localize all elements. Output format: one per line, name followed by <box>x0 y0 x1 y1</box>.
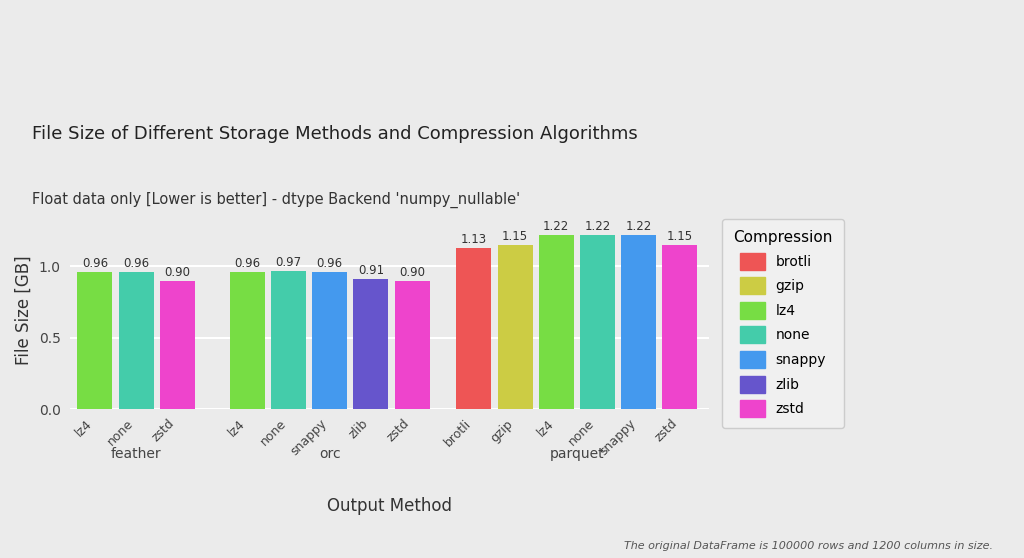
Text: orc: orc <box>318 447 341 461</box>
Text: 0.96: 0.96 <box>316 257 343 270</box>
Text: 0.91: 0.91 <box>357 264 384 277</box>
Bar <box>457 248 492 410</box>
Text: feather: feather <box>111 447 162 461</box>
Text: parquet: parquet <box>550 447 604 461</box>
Text: 1.15: 1.15 <box>667 230 693 243</box>
Text: 0.97: 0.97 <box>275 256 302 269</box>
Bar <box>312 272 347 410</box>
Bar <box>160 281 195 410</box>
Text: Float data only [Lower is better] - dtype Backend 'numpy_nullable': Float data only [Lower is better] - dtyp… <box>32 192 520 208</box>
X-axis label: Output Method: Output Method <box>327 497 452 515</box>
Text: 0.90: 0.90 <box>165 266 190 279</box>
Text: 0.96: 0.96 <box>82 257 109 270</box>
Y-axis label: File Size [GB]: File Size [GB] <box>15 256 33 365</box>
Bar <box>394 281 430 410</box>
Bar <box>353 279 388 410</box>
Text: 1.22: 1.22 <box>626 220 652 233</box>
Text: The original DataFrame is 100000 rows and 1200 columns in size.: The original DataFrame is 100000 rows an… <box>625 541 993 551</box>
Bar <box>622 235 656 410</box>
Bar <box>663 245 697 410</box>
Bar <box>271 271 306 410</box>
Text: 1.13: 1.13 <box>461 233 487 246</box>
Bar <box>119 272 154 410</box>
Bar <box>78 272 113 410</box>
Text: 1.22: 1.22 <box>543 220 569 233</box>
Text: 0.96: 0.96 <box>234 257 260 270</box>
Bar <box>580 235 615 410</box>
Text: 1.22: 1.22 <box>585 220 610 233</box>
Text: 1.15: 1.15 <box>502 230 528 243</box>
Legend: brotli, gzip, lz4, none, snappy, zlib, zstd: brotli, gzip, lz4, none, snappy, zlib, z… <box>722 219 844 428</box>
Text: 0.90: 0.90 <box>399 266 425 279</box>
Bar <box>539 235 573 410</box>
Bar <box>498 245 532 410</box>
Text: File Size of Different Storage Methods and Compression Algorithms: File Size of Different Storage Methods a… <box>32 124 638 143</box>
Text: 0.96: 0.96 <box>123 257 150 270</box>
Bar <box>229 272 265 410</box>
